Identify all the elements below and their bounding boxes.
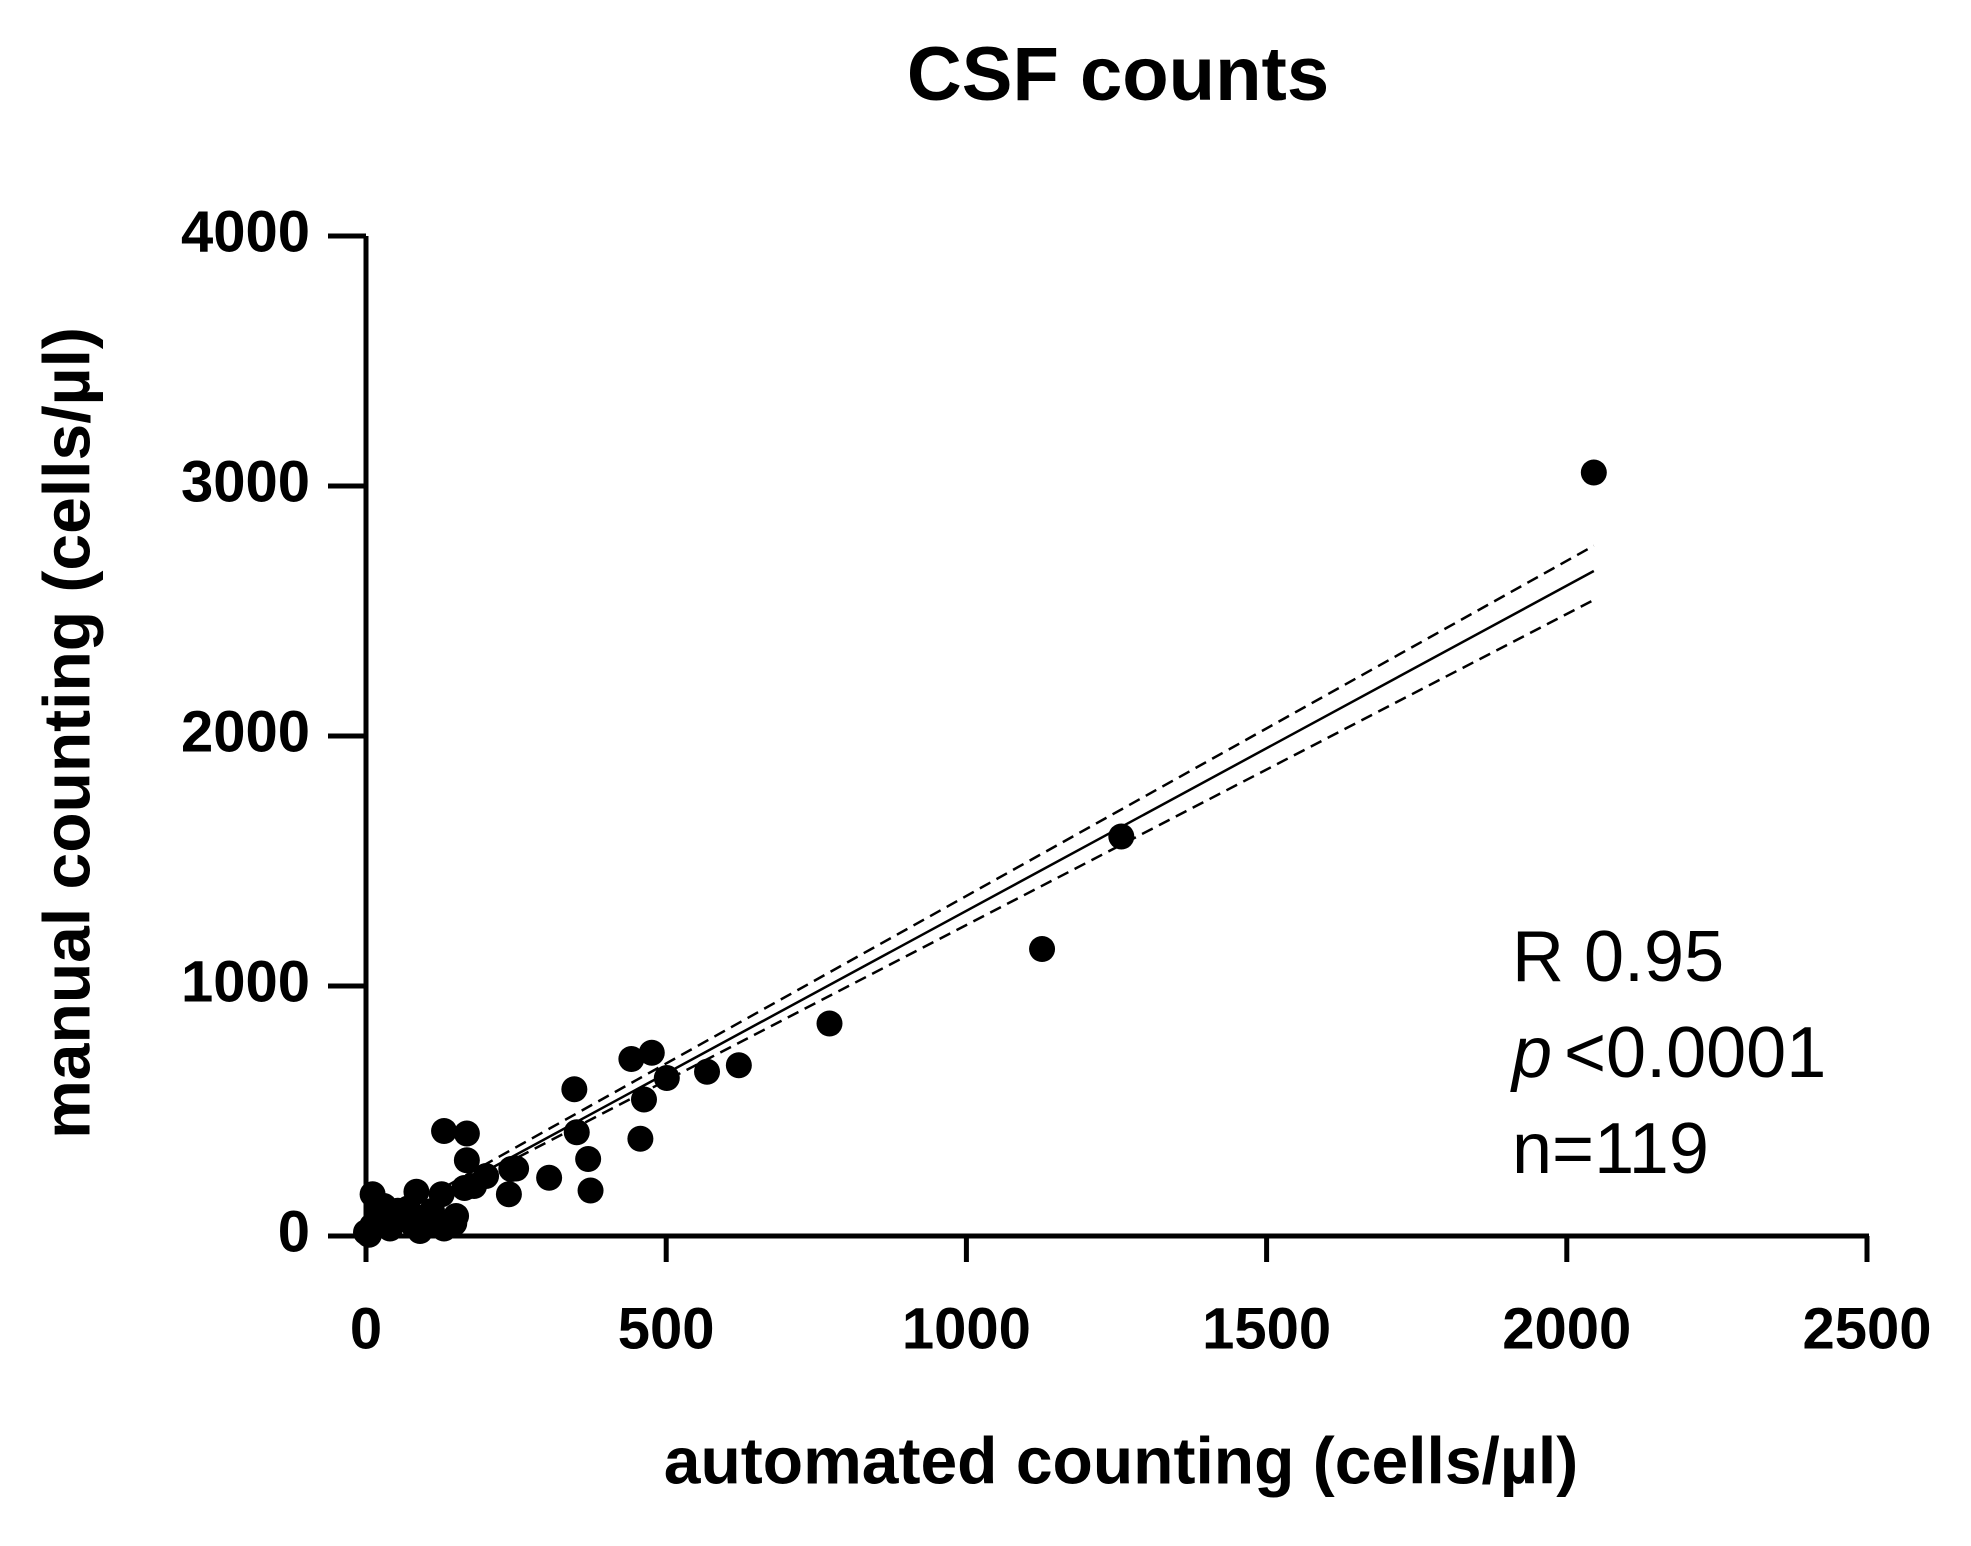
- y-tick-label: 3000: [181, 449, 310, 514]
- annotation: n=119: [1512, 1109, 1709, 1189]
- x-tick-label: 500: [618, 1296, 715, 1361]
- data-point: [627, 1125, 654, 1152]
- data-point: [359, 1213, 386, 1239]
- data-point: [618, 1046, 645, 1072]
- fit-line: [365, 598, 1595, 1238]
- y-tick-label: 4000: [181, 199, 310, 264]
- data-point: [380, 1205, 407, 1232]
- fit-line: [365, 569, 1595, 1238]
- data-point: [473, 1163, 500, 1189]
- x-tick-label: 1000: [902, 1296, 1031, 1361]
- x-tick-label: 1500: [1202, 1296, 1331, 1361]
- data-point: [503, 1155, 530, 1182]
- annotation: <0.0001: [1564, 1013, 1826, 1093]
- x-tick-label: 0: [350, 1296, 382, 1361]
- data-point: [694, 1058, 721, 1085]
- data-point: [575, 1146, 602, 1172]
- data-point: [577, 1177, 604, 1204]
- data-point: [563, 1119, 590, 1146]
- data-point: [1580, 459, 1607, 486]
- data-point: [453, 1120, 480, 1147]
- data-point: [495, 1181, 522, 1208]
- fit-line: [365, 544, 1595, 1233]
- data-point: [431, 1118, 458, 1144]
- y-tick-label: 2000: [181, 699, 310, 764]
- data-point: [1108, 823, 1135, 850]
- data-point: [630, 1086, 657, 1113]
- data-point: [725, 1052, 752, 1079]
- x-tick-label: 2500: [1802, 1296, 1931, 1361]
- chart-title: CSF counts: [907, 32, 1329, 117]
- data-point: [816, 1010, 843, 1037]
- annotation: p: [1510, 1013, 1552, 1093]
- data-point: [653, 1065, 680, 1091]
- data-point: [407, 1218, 434, 1244]
- x-axis-label: automated counting (cells/µl): [664, 1423, 1578, 1497]
- x-tick-label: 2000: [1502, 1296, 1631, 1361]
- data-point: [1029, 936, 1056, 962]
- data-point: [453, 1147, 480, 1174]
- data-point: [561, 1076, 588, 1103]
- y-tick-label: 0: [278, 1199, 310, 1264]
- annotation: R 0.95: [1512, 917, 1724, 997]
- y-tick-label: 1000: [181, 949, 310, 1014]
- data-point: [638, 1039, 665, 1066]
- data-point: [536, 1164, 563, 1191]
- data-point: [443, 1203, 470, 1229]
- y-axis-label: manual counting (cells/µl): [29, 327, 103, 1139]
